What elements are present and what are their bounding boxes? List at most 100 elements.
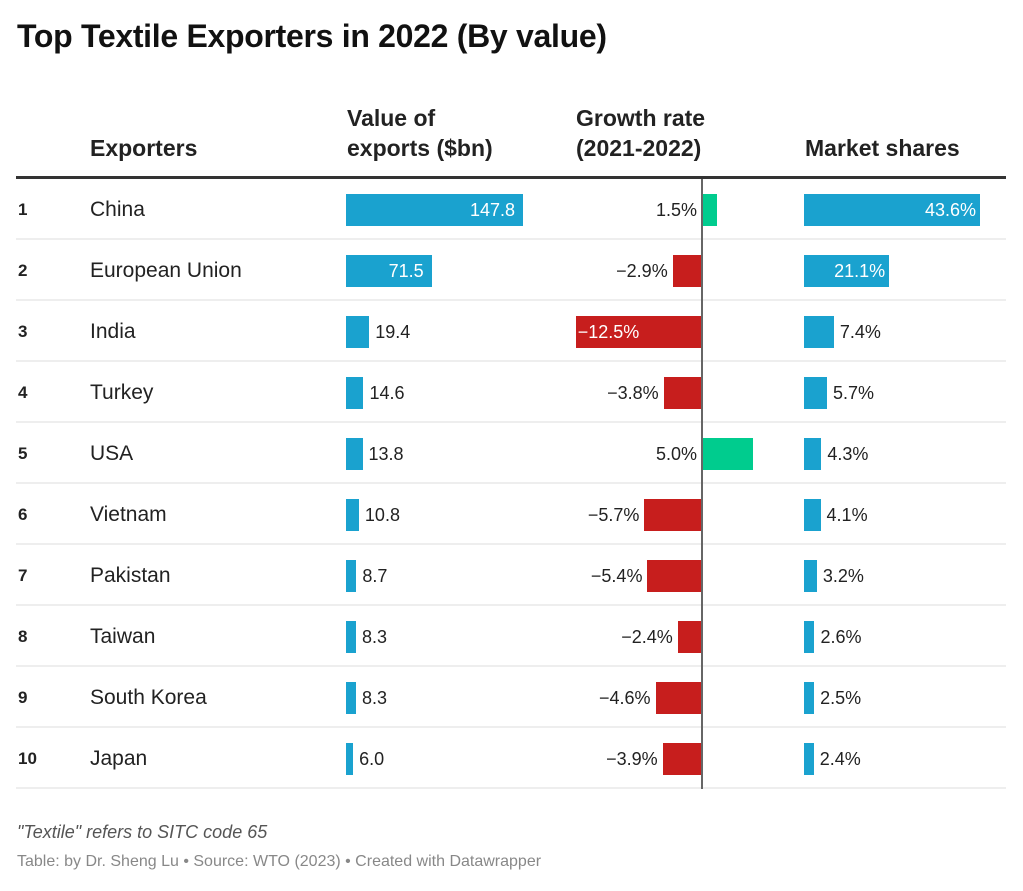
- value-label: 8.3: [361, 688, 387, 708]
- growth-bar: [662, 743, 702, 775]
- share-label: 2.4%: [819, 749, 861, 769]
- share-bar: [804, 682, 815, 714]
- share-bar: [804, 621, 815, 653]
- rank-cell: 1: [18, 200, 28, 219]
- header-divider: [16, 176, 1006, 179]
- value-bar: [346, 316, 370, 348]
- exporter-name: South Korea: [90, 686, 207, 709]
- value-bar: [346, 377, 364, 409]
- exporter-name: Taiwan: [90, 625, 156, 648]
- table-row: 1 China 147.8 1.5% 43.6%: [16, 179, 1006, 240]
- value-bar: [346, 682, 356, 714]
- share-bar: [804, 560, 817, 592]
- growth-bar: [663, 377, 702, 409]
- growth-bar: [647, 560, 702, 592]
- growth-label: −5.7%: [587, 505, 640, 525]
- table-row: 5 USA 13.8 5.0% 4.3%: [16, 423, 1006, 484]
- value-bar: [346, 499, 359, 531]
- table-row: 10 Japan 6.0 −3.9% 2.4%: [16, 728, 1006, 789]
- growth-bar: [655, 682, 702, 714]
- growth-bar: [672, 255, 702, 287]
- exporter-name: European Union: [90, 259, 242, 282]
- value-bar: [346, 255, 432, 287]
- chart-source: Table: by Dr. Sheng Lu • Source: WTO (20…: [17, 853, 542, 870]
- share-label: 4.1%: [826, 505, 868, 525]
- exporter-name: China: [90, 198, 145, 221]
- value-label: 14.6: [369, 383, 405, 403]
- growth-label: −2.9%: [616, 261, 668, 281]
- growth-label: −12.5%: [577, 322, 640, 342]
- rank-cell: 6: [18, 505, 28, 524]
- value-label: 71.5: [388, 261, 424, 281]
- share-bar: [804, 438, 822, 470]
- value-label: 10.8: [364, 505, 400, 525]
- share-bar: [804, 316, 834, 348]
- header-growth[interactable]: Growth rate (2021-2022): [576, 103, 705, 163]
- growth-bar: [702, 438, 753, 470]
- value-bar: [346, 438, 363, 470]
- header-value[interactable]: Value of exports ($bn): [347, 103, 493, 163]
- header-value-line2: exports ($bn): [347, 135, 493, 161]
- growth-label: −3.8%: [607, 383, 659, 403]
- growth-bar: [702, 194, 718, 226]
- rank-cell: 7: [18, 566, 28, 585]
- value-bar: [346, 560, 357, 592]
- table-row: 7 Pakistan 8.7 −5.4% 3.2%: [16, 545, 1006, 606]
- value-bar: [346, 194, 523, 226]
- share-bar: [804, 499, 821, 531]
- rank-cell: 10: [18, 749, 37, 768]
- rank-cell: 2: [18, 261, 28, 280]
- share-label: 3.2%: [822, 566, 864, 586]
- growth-bar: [575, 316, 702, 348]
- rank-cell: 9: [18, 688, 28, 707]
- table-row: 3 India 19.4 −12.5% 7.4%: [16, 301, 1006, 362]
- share-label: 21.1%: [834, 261, 886, 281]
- growth-bar: [677, 621, 702, 653]
- table-row: 2 European Union 71.5 −2.9% 21.1%: [16, 240, 1006, 301]
- share-bar: [804, 743, 814, 775]
- growth-label: −4.6%: [598, 688, 651, 708]
- table-row: 9 South Korea 8.3 −4.6% 2.5%: [16, 667, 1006, 728]
- growth-label: −5.4%: [590, 566, 643, 586]
- exporter-name: Japan: [90, 747, 148, 770]
- value-label: 6.0: [359, 749, 385, 769]
- share-label: 7.4%: [839, 322, 881, 342]
- share-label: 5.7%: [833, 383, 875, 403]
- exporter-name: Pakistan: [90, 564, 171, 587]
- table-row: 8 Taiwan 8.3 −2.4% 2.6%: [16, 606, 1006, 667]
- exporter-name: Vietnam: [90, 503, 167, 526]
- growth-zero-axis: [701, 179, 703, 789]
- header-exporters[interactable]: Exporters: [90, 135, 198, 161]
- exporter-name: USA: [90, 442, 134, 465]
- rank-cell: 4: [18, 383, 28, 402]
- rank-cell: 8: [18, 627, 28, 646]
- chart-title: Top Textile Exporters in 2022 (By value): [17, 18, 607, 54]
- exporter-name: Turkey: [90, 381, 154, 404]
- share-label: 4.3%: [827, 444, 869, 464]
- share-label: 2.6%: [820, 627, 862, 647]
- share-bar: [804, 377, 827, 409]
- value-label: 147.8: [469, 200, 515, 220]
- share-label: 43.6%: [924, 200, 976, 220]
- rank-cell: 3: [18, 322, 28, 341]
- header-share[interactable]: Market shares: [805, 135, 960, 161]
- value-label: 8.3: [361, 627, 387, 647]
- growth-label: −3.9%: [606, 749, 658, 769]
- table-row: 6 Vietnam 10.8 −5.7% 4.1%: [16, 484, 1006, 545]
- growth-label: −2.4%: [621, 627, 673, 647]
- share-label: 2.5%: [820, 688, 862, 708]
- growth-label: 1.5%: [655, 200, 697, 220]
- value-bar: [346, 743, 354, 775]
- value-bar: [346, 621, 356, 653]
- growth-bar: [644, 499, 702, 531]
- header-growth-line1: Growth rate: [576, 105, 706, 131]
- table-row: 4 Turkey 14.6 −3.8% 5.7%: [16, 362, 1006, 423]
- header-value-line1: Value of: [347, 105, 436, 131]
- exporter-name: India: [90, 320, 136, 343]
- header-growth-line2: (2021-2022): [576, 135, 702, 161]
- share-bar: [804, 194, 980, 226]
- chart-note: "Textile" refers to SITC code 65: [17, 822, 268, 842]
- value-label: 19.4: [375, 322, 411, 342]
- value-label: 8.7: [362, 566, 388, 586]
